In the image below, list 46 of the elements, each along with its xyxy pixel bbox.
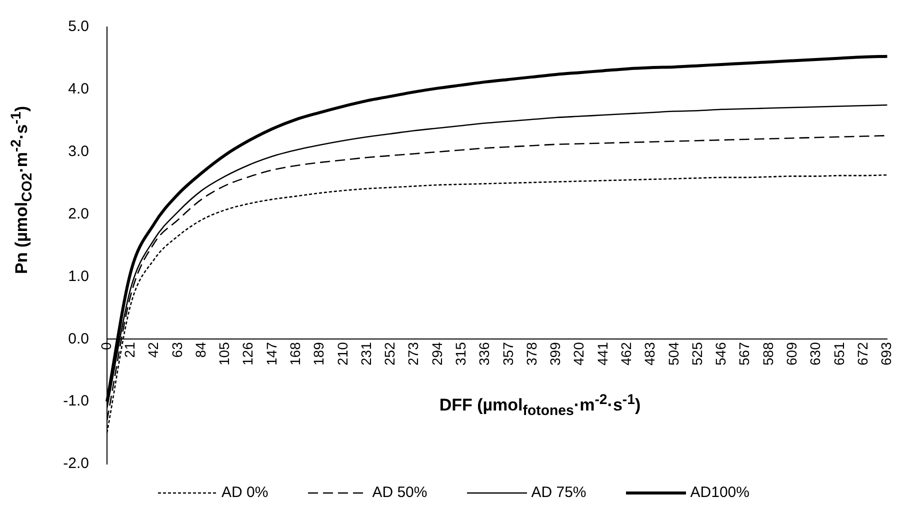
legend-label: AD 75% (531, 484, 586, 501)
x-tick-label: 399 (547, 342, 564, 366)
y-tick-label: -2.0 (63, 455, 89, 472)
x-tick-label: 189 (310, 342, 327, 366)
x-tick-label: 567 (736, 342, 752, 366)
x-tick-label: 462 (618, 342, 634, 366)
x-axis-title: DFF (µmol$_{fotones}$·m$^{-2}$·s$^{-1}$) (439, 392, 641, 420)
x-tick-label: 105 (216, 342, 232, 366)
x-tick-label: 294 (428, 342, 445, 366)
y-tick-label: -1.0 (63, 392, 89, 410)
x-tick-label: 126 (240, 342, 256, 366)
x-tick-label: 420 (570, 342, 587, 366)
y-tick-label: 0.0 (68, 330, 89, 348)
x-tick-label: 315 (452, 342, 468, 366)
x-tick-label: 609 (783, 342, 800, 366)
x-tick-label: 357 (500, 342, 516, 366)
x-tick-label: 231 (358, 342, 374, 366)
x-tick-label: 273 (405, 342, 422, 366)
x-tick-label: 504 (665, 342, 682, 366)
x-tick-label: 693 (878, 342, 894, 366)
x-tick-label: 546 (712, 342, 729, 366)
x-tick-label: 483 (642, 342, 658, 366)
x-tick-label: 21 (122, 342, 138, 358)
legend-label: AD100% (690, 484, 750, 501)
x-tick-label: 630 (807, 342, 824, 366)
x-tick-label: 147 (263, 342, 280, 366)
y-tick-label: 4.0 (68, 80, 89, 98)
y-tick-label: 5.0 (68, 18, 89, 36)
legend-label: AD 0% (222, 484, 268, 501)
x-tick-label: 651 (830, 342, 847, 366)
x-tick-label: 378 (523, 342, 540, 366)
x-tick-label: 42 (145, 342, 162, 358)
x-tick-label: 168 (287, 342, 303, 366)
legend-label: AD 50% (372, 484, 428, 501)
y-tick-label: 1.0 (68, 268, 89, 285)
x-tick-label: 210 (334, 342, 350, 366)
y-tick-label: 2.0 (68, 205, 89, 222)
x-tick-label: 84 (192, 342, 208, 358)
y-tick-label: 3.0 (68, 143, 89, 160)
x-tick-label: 336 (476, 342, 492, 366)
x-tick-label: 63 (168, 342, 185, 358)
x-tick-label: 588 (760, 342, 776, 366)
x-tick-label: 525 (688, 342, 705, 366)
x-tick-label: 441 (594, 342, 610, 366)
x-tick-label: 672 (854, 342, 870, 366)
x-tick-label: 252 (382, 342, 398, 366)
